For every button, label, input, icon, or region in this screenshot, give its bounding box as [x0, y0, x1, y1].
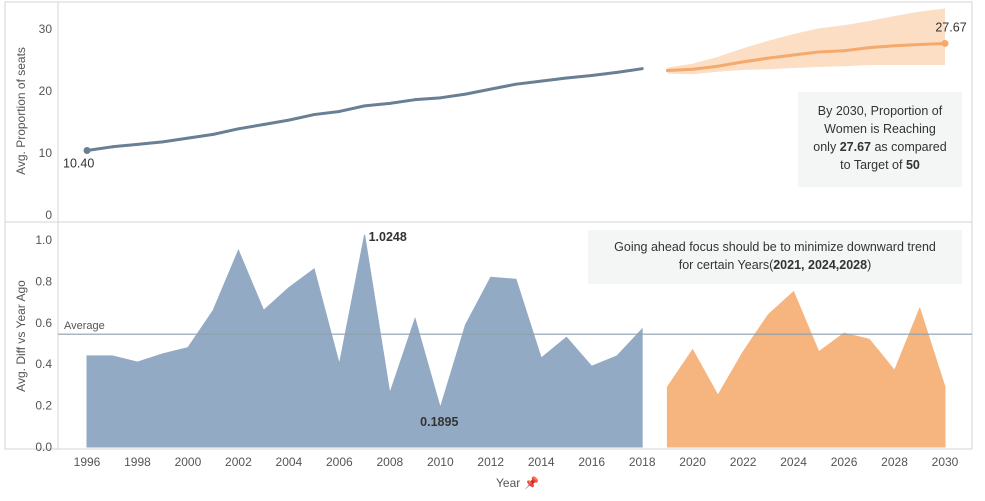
- forecast-data-point: [918, 43, 922, 46]
- x-axis-title: Year: [496, 476, 521, 490]
- bottom-y-tick-label: 0.0: [35, 440, 52, 454]
- top-y-tick-label: 30: [39, 22, 53, 36]
- actual-data-point: [640, 67, 644, 71]
- x-tick-label: 2022: [730, 455, 757, 469]
- actual-data-point: [337, 110, 341, 113]
- x-tick-label: 2020: [679, 455, 706, 469]
- actual-data-point: [539, 79, 543, 83]
- top-y-tick-label: 0: [45, 208, 52, 222]
- x-tick-label: 1996: [74, 455, 101, 469]
- bottom-panel-frame: [4, 221, 973, 450]
- x-tick-label: 2014: [528, 455, 555, 469]
- x-tick-label: 2000: [175, 455, 202, 469]
- forecast-confidence-band: [667, 8, 945, 75]
- forecast-note-line3: only 27.67 as compared: [813, 140, 947, 154]
- actual-data-point: [186, 136, 190, 140]
- forecast-data-point: [817, 50, 821, 54]
- forecast-data-point: [666, 69, 669, 72]
- end-point-marker: [941, 39, 949, 47]
- forecast-data-point: [691, 67, 695, 71]
- actual-data-point: [262, 123, 266, 126]
- forecast-data-point: [893, 44, 896, 48]
- bottom-y-ticks: 0.0 0.2 0.4 0.6 0.8 1.0: [35, 233, 52, 454]
- forecast-data-point: [792, 53, 795, 57]
- actual-data-point: [388, 102, 392, 105]
- forecast-data-point: [867, 46, 871, 49]
- trend-note-bottom: Going ahead focus should be to minimize …: [588, 230, 962, 284]
- top-y-ticks: 0 10 20 30: [39, 22, 53, 222]
- target-value: 50: [905, 158, 920, 172]
- bottom-y-tick-label: 1.0: [35, 233, 52, 247]
- actual-series-line: [85, 67, 644, 153]
- top-y-tick-label: 10: [39, 146, 53, 160]
- actual-data-point: [312, 113, 316, 116]
- x-tick-label: 2004: [276, 455, 303, 469]
- top-plot-area: 10.40 27.67: [63, 8, 967, 171]
- end-value-label: 27.67: [935, 20, 966, 34]
- x-tick-label: 2026: [831, 455, 858, 469]
- forecast-area: [666, 290, 946, 448]
- peak-value-label: 1.0248: [369, 230, 407, 244]
- actual-data-point: [590, 74, 594, 77]
- actual-data-point: [514, 82, 518, 86]
- forecast-note-top: By 2030, Proportion of Women is Reaching…: [798, 92, 962, 187]
- trend-note-line2: for certain Years(2021, 2024,2028): [678, 258, 872, 272]
- bottom-y-tick-label: 0.6: [35, 316, 52, 330]
- actual-data-point: [438, 96, 442, 100]
- pin-icon[interactable]: 📌: [524, 476, 540, 490]
- forecast-note-line2: Women is Reaching: [824, 122, 936, 136]
- trend-note-line1: Going ahead focus should be to minimize …: [614, 240, 936, 254]
- x-tick-label: 2012: [477, 455, 504, 469]
- x-tick-label: 1998: [124, 455, 151, 469]
- actual-data-point: [136, 142, 139, 146]
- x-tick-label: 2028: [881, 455, 908, 469]
- actual-data-point: [413, 98, 417, 102]
- x-axis-ticks: 1996 1998 2000 2002 2004 2006 2008 2010 2012 2014…: [74, 455, 959, 469]
- forecast-data-point: [766, 56, 770, 60]
- x-tick-label: 2016: [578, 455, 605, 469]
- bottom-y-tick-label: 0.4: [35, 357, 52, 371]
- bottom-plot-area: Average 1.0248 0.1895: [58, 230, 972, 448]
- x-tick-label: 2024: [780, 455, 807, 469]
- top-y-tick-label: 20: [39, 84, 53, 98]
- forecast-value: 27.67: [839, 140, 871, 154]
- start-value-label: 10.40: [63, 157, 94, 171]
- x-axis-title-wrap: Year 📌: [496, 476, 539, 490]
- trend-years: 2021, 2024,2028: [773, 258, 868, 272]
- x-tick-label: 2018: [629, 455, 656, 469]
- actual-data-point: [161, 140, 165, 144]
- actual-data-point: [615, 71, 619, 74]
- bottom-y-axis-title: Avg. Diff vs Year Ago: [14, 280, 28, 392]
- x-tick-label: 2010: [427, 455, 454, 469]
- forecast-series-line: [665, 41, 947, 73]
- actual-data-point: [464, 92, 467, 96]
- forecast-data-point: [716, 64, 720, 68]
- forecast-note-line1: By 2030, Proportion of: [817, 104, 943, 118]
- x-tick-label: 2008: [376, 455, 403, 469]
- actual-data-point: [363, 104, 366, 108]
- actual-data-point: [287, 118, 291, 122]
- top-y-axis-title: Avg. Proportion of seats: [14, 47, 28, 175]
- actual-data-point: [565, 76, 568, 80]
- actual-data-point: [211, 133, 215, 136]
- low-value-label: 0.1895: [420, 415, 458, 429]
- actual-data-point: [489, 87, 493, 91]
- start-point-marker: [83, 147, 91, 155]
- actual-data-point: [237, 127, 240, 131]
- actual-area: [86, 234, 643, 448]
- average-reference-label: Average: [64, 320, 105, 332]
- forecast-data-point: [842, 49, 846, 53]
- x-tick-label: 2002: [225, 455, 252, 469]
- forecast-note-line4: to Target of 50: [840, 158, 920, 172]
- x-tick-label: 2006: [326, 455, 353, 469]
- bottom-y-tick-label: 0.8: [35, 274, 52, 288]
- x-tick-label: 2030: [932, 455, 959, 469]
- actual-data-point: [110, 145, 114, 149]
- bottom-y-tick-label: 0.2: [35, 399, 52, 413]
- forecast-data-point: [741, 60, 745, 64]
